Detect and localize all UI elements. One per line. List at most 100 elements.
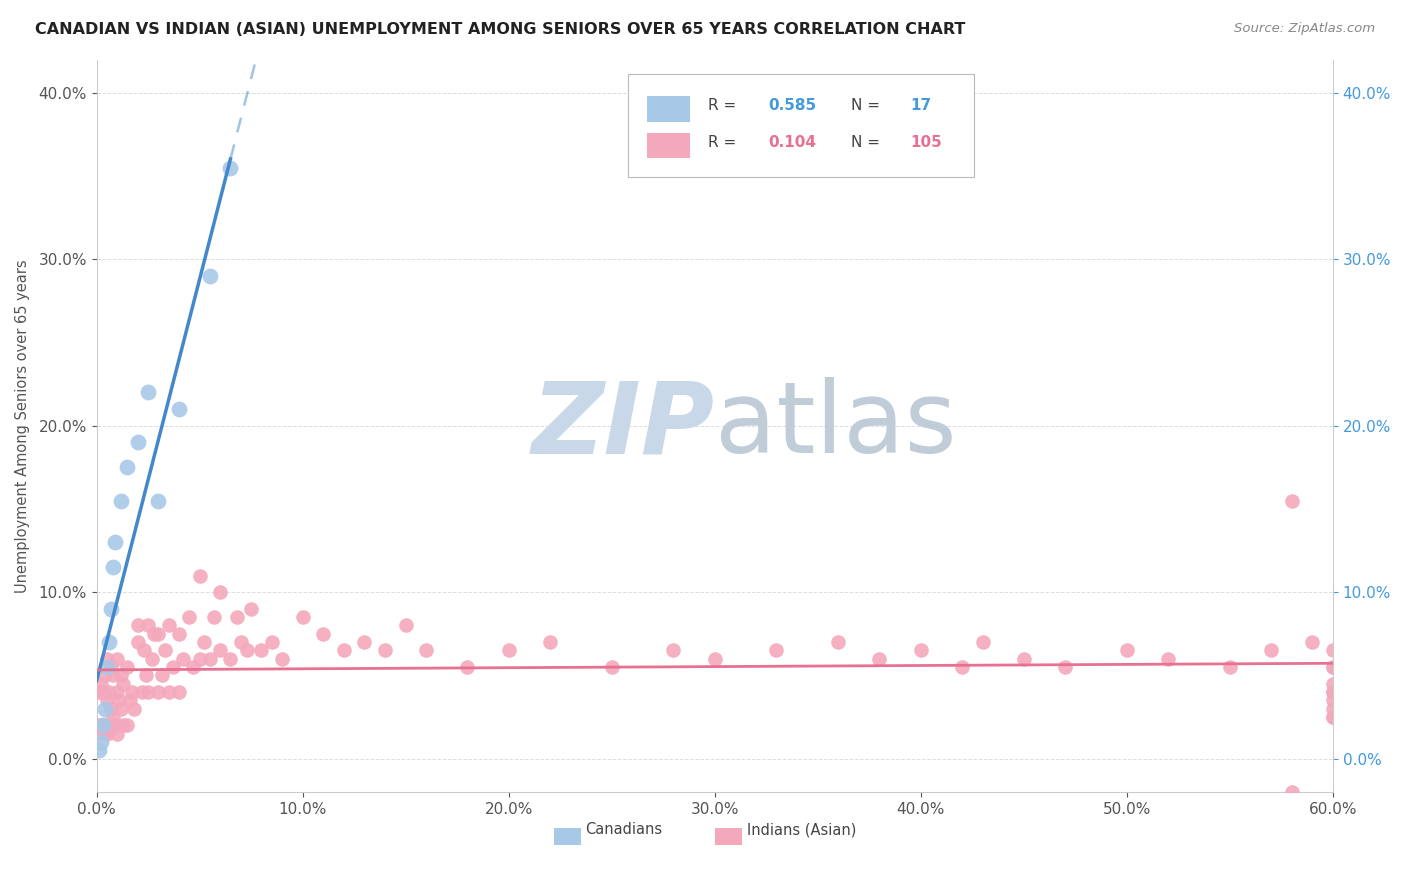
- Point: [87, 685, 110, 699]
- Point: [1012, 651, 1035, 665]
- Point: [91, 718, 114, 732]
- Point: [972, 635, 994, 649]
- Point: [456, 660, 478, 674]
- Point: [110, 493, 132, 508]
- Point: [183, 660, 205, 674]
- Text: ZIP: ZIP: [531, 377, 714, 475]
- Point: [100, 701, 122, 715]
- Point: [148, 685, 170, 699]
- Point: [703, 651, 725, 665]
- Text: Indians (Asian): Indians (Asian): [747, 822, 856, 838]
- Text: N =: N =: [851, 98, 884, 113]
- Point: [141, 651, 163, 665]
- Point: [153, 643, 176, 657]
- Point: [1322, 693, 1344, 707]
- FancyBboxPatch shape: [647, 96, 690, 122]
- Text: 0.585: 0.585: [768, 98, 815, 113]
- Point: [1322, 710, 1344, 724]
- Point: [1322, 660, 1344, 674]
- Point: [538, 635, 561, 649]
- Point: [498, 643, 520, 657]
- Point: [112, 718, 135, 732]
- Point: [1322, 710, 1344, 724]
- Point: [1322, 685, 1344, 699]
- Point: [101, 668, 124, 682]
- Point: [1322, 660, 1344, 674]
- Text: Canadians: Canadians: [585, 822, 662, 838]
- Point: [112, 676, 135, 690]
- Point: [157, 685, 180, 699]
- Point: [1115, 643, 1137, 657]
- Point: [122, 701, 145, 715]
- Point: [765, 643, 787, 657]
- Point: [96, 660, 118, 674]
- Point: [1157, 651, 1180, 665]
- Point: [94, 668, 117, 682]
- Point: [96, 693, 118, 707]
- Point: [869, 651, 891, 665]
- Point: [291, 610, 314, 624]
- Point: [950, 660, 973, 674]
- Text: 0.104: 0.104: [768, 135, 815, 150]
- Point: [136, 618, 159, 632]
- Point: [172, 651, 194, 665]
- Point: [100, 602, 122, 616]
- Point: [91, 726, 114, 740]
- Point: [910, 643, 932, 657]
- Point: [167, 402, 190, 417]
- Point: [250, 643, 273, 657]
- Point: [135, 668, 157, 682]
- Point: [240, 602, 263, 616]
- Point: [94, 718, 117, 732]
- Point: [105, 685, 128, 699]
- Y-axis label: Unemployment Among Seniors over 65 years: Unemployment Among Seniors over 65 years: [15, 259, 30, 592]
- Text: 105: 105: [910, 135, 942, 150]
- Point: [188, 568, 211, 582]
- Point: [105, 726, 128, 740]
- Point: [179, 610, 201, 624]
- Point: [219, 651, 242, 665]
- Text: 17: 17: [910, 98, 931, 113]
- Point: [90, 718, 112, 732]
- Point: [96, 651, 118, 665]
- Point: [143, 626, 166, 640]
- Point: [108, 693, 131, 707]
- Point: [209, 585, 232, 599]
- Point: [394, 618, 416, 632]
- Text: N =: N =: [851, 135, 884, 150]
- Point: [236, 643, 259, 657]
- Point: [121, 685, 143, 699]
- FancyBboxPatch shape: [714, 829, 742, 845]
- Point: [1053, 660, 1076, 674]
- Point: [101, 560, 124, 574]
- Point: [198, 651, 221, 665]
- Text: CANADIAN VS INDIAN (ASIAN) UNEMPLOYMENT AMONG SENIORS OVER 65 YEARS CORRELATION : CANADIAN VS INDIAN (ASIAN) UNEMPLOYMENT …: [35, 22, 966, 37]
- Point: [167, 626, 190, 640]
- Point: [110, 668, 132, 682]
- Point: [415, 643, 437, 657]
- Text: R =: R =: [709, 135, 741, 150]
- Point: [97, 635, 120, 649]
- Point: [219, 161, 242, 175]
- Point: [1301, 635, 1323, 649]
- Point: [118, 693, 141, 707]
- Point: [117, 718, 139, 732]
- Point: [193, 635, 215, 649]
- Point: [91, 685, 114, 699]
- Point: [1322, 701, 1344, 715]
- Point: [127, 435, 149, 450]
- Point: [97, 718, 120, 732]
- Point: [229, 635, 252, 649]
- Point: [827, 635, 849, 649]
- Point: [209, 643, 232, 657]
- Point: [101, 710, 124, 724]
- Point: [1281, 785, 1303, 799]
- Point: [87, 718, 110, 732]
- Point: [127, 618, 149, 632]
- Point: [90, 735, 112, 749]
- Point: [162, 660, 184, 674]
- Text: atlas: atlas: [714, 377, 956, 475]
- Point: [152, 668, 174, 682]
- Point: [148, 493, 170, 508]
- Point: [333, 643, 356, 657]
